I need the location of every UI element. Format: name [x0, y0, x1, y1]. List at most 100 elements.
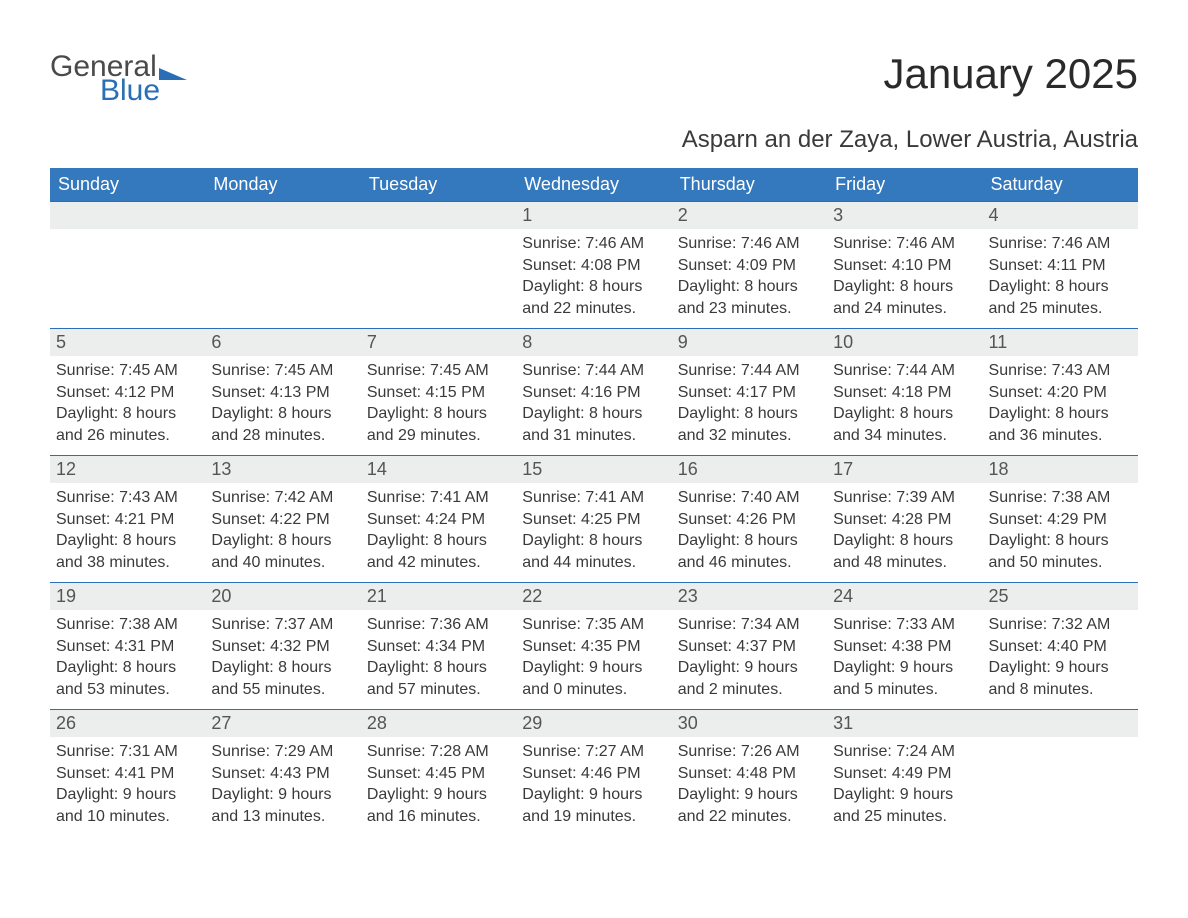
sunset-line: Sunset: 4:13 PM [211, 382, 354, 404]
week-row: 5Sunrise: 7:45 AMSunset: 4:12 PMDaylight… [50, 328, 1138, 455]
sunrise-line: Sunrise: 7:28 AM [367, 741, 510, 763]
day-number: 6 [205, 329, 360, 356]
daylight-line-1: Daylight: 8 hours [833, 276, 976, 298]
day-cell: 4Sunrise: 7:46 AMSunset: 4:11 PMDaylight… [983, 202, 1138, 328]
sunrise-line: Sunrise: 7:29 AM [211, 741, 354, 763]
weekday-header: Tuesday [361, 168, 516, 201]
week-row: 1Sunrise: 7:46 AMSunset: 4:08 PMDaylight… [50, 201, 1138, 328]
day-details: Sunrise: 7:28 AMSunset: 4:45 PMDaylight:… [361, 737, 516, 833]
day-number [361, 202, 516, 229]
day-cell: 20Sunrise: 7:37 AMSunset: 4:32 PMDayligh… [205, 583, 360, 709]
sunrise-line: Sunrise: 7:37 AM [211, 614, 354, 636]
sunset-line: Sunset: 4:45 PM [367, 763, 510, 785]
day-number: 28 [361, 710, 516, 737]
page-header: General Blue January 2025 [50, 50, 1138, 108]
sunset-line: Sunset: 4:48 PM [678, 763, 821, 785]
sunset-line: Sunset: 4:12 PM [56, 382, 199, 404]
daylight-line-1: Daylight: 8 hours [211, 403, 354, 425]
day-cell: 17Sunrise: 7:39 AMSunset: 4:28 PMDayligh… [827, 456, 982, 582]
page-title: January 2025 [883, 50, 1138, 98]
weekday-header: Wednesday [516, 168, 671, 201]
sunset-line: Sunset: 4:32 PM [211, 636, 354, 658]
daylight-line-2: and 25 minutes. [989, 298, 1132, 320]
day-number: 31 [827, 710, 982, 737]
day-cell: 16Sunrise: 7:40 AMSunset: 4:26 PMDayligh… [672, 456, 827, 582]
sunset-line: Sunset: 4:24 PM [367, 509, 510, 531]
daylight-line-1: Daylight: 8 hours [367, 530, 510, 552]
day-number: 4 [983, 202, 1138, 229]
sunset-line: Sunset: 4:21 PM [56, 509, 199, 531]
daylight-line-1: Daylight: 9 hours [833, 657, 976, 679]
daylight-line-2: and 10 minutes. [56, 806, 199, 828]
sunrise-line: Sunrise: 7:38 AM [56, 614, 199, 636]
sunrise-line: Sunrise: 7:46 AM [989, 233, 1132, 255]
day-cell: 24Sunrise: 7:33 AMSunset: 4:38 PMDayligh… [827, 583, 982, 709]
calendar-grid: SundayMondayTuesdayWednesdayThursdayFrid… [50, 168, 1138, 836]
daylight-line-1: Daylight: 9 hours [522, 657, 665, 679]
daylight-line-1: Daylight: 8 hours [522, 276, 665, 298]
sunset-line: Sunset: 4:29 PM [989, 509, 1132, 531]
daylight-line-2: and 8 minutes. [989, 679, 1132, 701]
weekday-header: Sunday [50, 168, 205, 201]
day-number: 22 [516, 583, 671, 610]
sunset-line: Sunset: 4:10 PM [833, 255, 976, 277]
daylight-line-2: and 57 minutes. [367, 679, 510, 701]
daylight-line-2: and 22 minutes. [522, 298, 665, 320]
daylight-line-1: Daylight: 9 hours [989, 657, 1132, 679]
day-details: Sunrise: 7:26 AMSunset: 4:48 PMDaylight:… [672, 737, 827, 833]
sunrise-line: Sunrise: 7:36 AM [367, 614, 510, 636]
day-cell: 19Sunrise: 7:38 AMSunset: 4:31 PMDayligh… [50, 583, 205, 709]
day-details: Sunrise: 7:39 AMSunset: 4:28 PMDaylight:… [827, 483, 982, 579]
day-cell: 7Sunrise: 7:45 AMSunset: 4:15 PMDaylight… [361, 329, 516, 455]
day-cell [361, 202, 516, 328]
daylight-line-2: and 48 minutes. [833, 552, 976, 574]
sunrise-line: Sunrise: 7:41 AM [367, 487, 510, 509]
daylight-line-1: Daylight: 8 hours [367, 657, 510, 679]
daylight-line-1: Daylight: 8 hours [989, 403, 1132, 425]
day-details: Sunrise: 7:27 AMSunset: 4:46 PMDaylight:… [516, 737, 671, 833]
daylight-line-2: and 28 minutes. [211, 425, 354, 447]
day-number: 2 [672, 202, 827, 229]
day-number: 10 [827, 329, 982, 356]
calendar-page: General Blue January 2025 Asparn an der … [0, 0, 1188, 836]
day-details: Sunrise: 7:29 AMSunset: 4:43 PMDaylight:… [205, 737, 360, 833]
day-number: 5 [50, 329, 205, 356]
day-cell: 15Sunrise: 7:41 AMSunset: 4:25 PMDayligh… [516, 456, 671, 582]
sunrise-line: Sunrise: 7:45 AM [211, 360, 354, 382]
daylight-line-2: and 36 minutes. [989, 425, 1132, 447]
sunset-line: Sunset: 4:17 PM [678, 382, 821, 404]
sunrise-line: Sunrise: 7:45 AM [367, 360, 510, 382]
day-details: Sunrise: 7:45 AMSunset: 4:12 PMDaylight:… [50, 356, 205, 452]
daylight-line-2: and 38 minutes. [56, 552, 199, 574]
day-cell: 18Sunrise: 7:38 AMSunset: 4:29 PMDayligh… [983, 456, 1138, 582]
day-number: 13 [205, 456, 360, 483]
day-cell: 13Sunrise: 7:42 AMSunset: 4:22 PMDayligh… [205, 456, 360, 582]
sunrise-line: Sunrise: 7:40 AM [678, 487, 821, 509]
day-details: Sunrise: 7:35 AMSunset: 4:35 PMDaylight:… [516, 610, 671, 706]
daylight-line-1: Daylight: 8 hours [833, 530, 976, 552]
day-number: 17 [827, 456, 982, 483]
day-details: Sunrise: 7:33 AMSunset: 4:38 PMDaylight:… [827, 610, 982, 706]
daylight-line-1: Daylight: 8 hours [56, 530, 199, 552]
day-cell: 9Sunrise: 7:44 AMSunset: 4:17 PMDaylight… [672, 329, 827, 455]
daylight-line-2: and 2 minutes. [678, 679, 821, 701]
day-number: 14 [361, 456, 516, 483]
day-number: 25 [983, 583, 1138, 610]
day-cell: 27Sunrise: 7:29 AMSunset: 4:43 PMDayligh… [205, 710, 360, 836]
weekday-header: Thursday [672, 168, 827, 201]
daylight-line-1: Daylight: 8 hours [522, 403, 665, 425]
day-cell: 21Sunrise: 7:36 AMSunset: 4:34 PMDayligh… [361, 583, 516, 709]
daylight-line-2: and 24 minutes. [833, 298, 976, 320]
sunrise-line: Sunrise: 7:27 AM [522, 741, 665, 763]
day-cell: 12Sunrise: 7:43 AMSunset: 4:21 PMDayligh… [50, 456, 205, 582]
daylight-line-1: Daylight: 9 hours [367, 784, 510, 806]
day-details: Sunrise: 7:38 AMSunset: 4:31 PMDaylight:… [50, 610, 205, 706]
daylight-line-2: and 50 minutes. [989, 552, 1132, 574]
daylight-line-1: Daylight: 8 hours [678, 276, 821, 298]
day-details: Sunrise: 7:42 AMSunset: 4:22 PMDaylight:… [205, 483, 360, 579]
sunset-line: Sunset: 4:22 PM [211, 509, 354, 531]
sunrise-line: Sunrise: 7:44 AM [522, 360, 665, 382]
sunrise-line: Sunrise: 7:45 AM [56, 360, 199, 382]
daylight-line-2: and 29 minutes. [367, 425, 510, 447]
day-cell: 31Sunrise: 7:24 AMSunset: 4:49 PMDayligh… [827, 710, 982, 836]
